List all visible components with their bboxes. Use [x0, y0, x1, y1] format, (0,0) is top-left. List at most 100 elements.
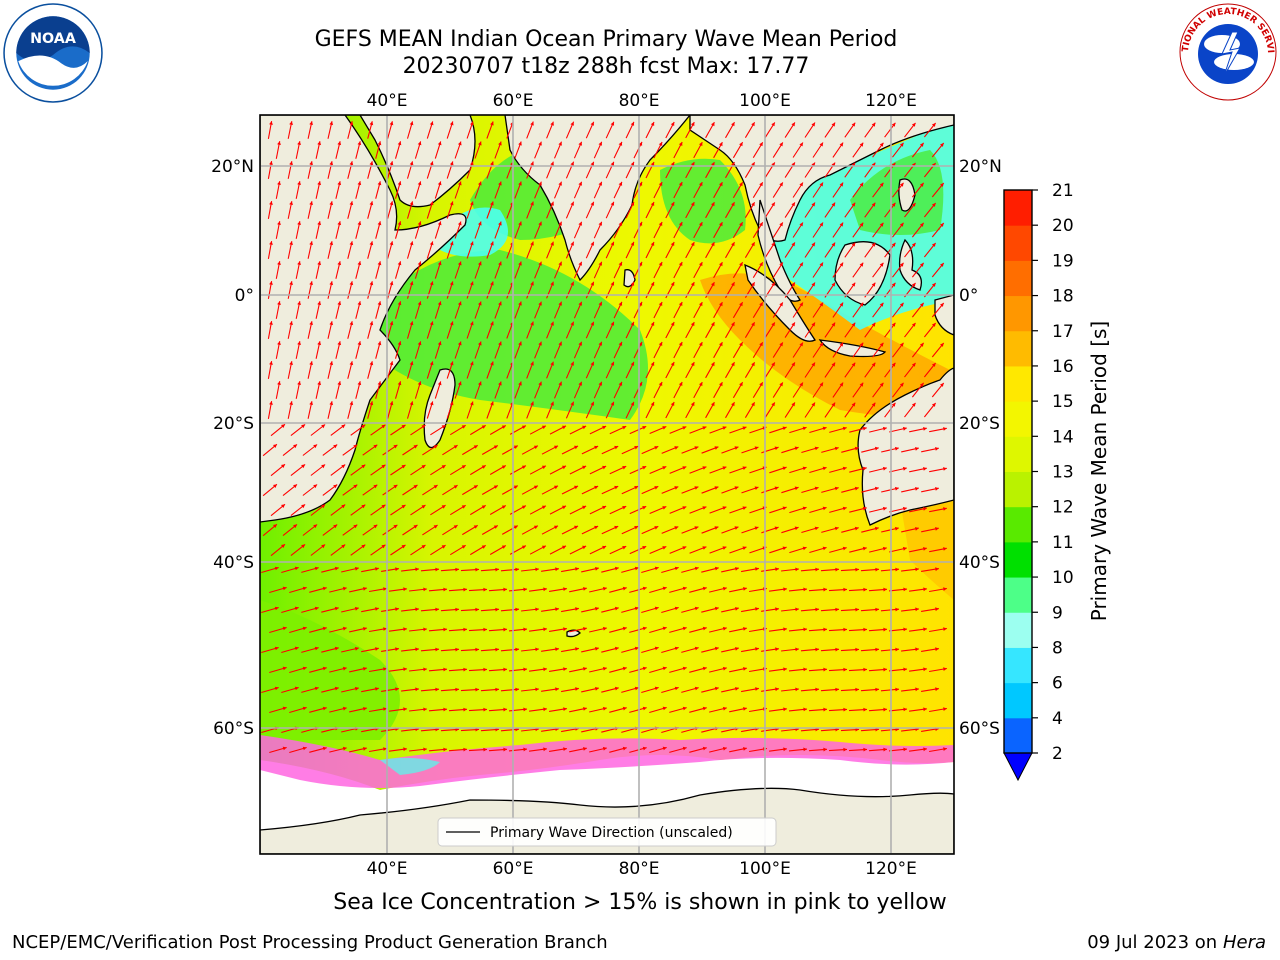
wave-arrow-head	[602, 465, 607, 470]
wave-arrow-head	[799, 262, 803, 267]
wave-arrow-head	[541, 425, 546, 430]
wave-arrow-head	[538, 261, 542, 266]
wave-arrow-head	[618, 381, 623, 386]
wave-arrow-head	[363, 587, 367, 591]
wave-arrow-head	[694, 606, 699, 611]
wave-arrow-head	[935, 687, 939, 692]
wave-arrow-head	[409, 161, 414, 166]
wave-arrow-head	[289, 361, 293, 365]
wave-arrow-head	[433, 445, 438, 449]
wave-arrow-head	[558, 261, 562, 266]
wave-arrow-head	[309, 241, 313, 245]
wave-arrow-head	[449, 161, 454, 166]
lat-label-left-40s: 40°S	[213, 553, 254, 573]
wave-arrow-head	[483, 587, 487, 592]
wave-arrow-head	[682, 666, 687, 671]
wave-arrow-head	[530, 361, 534, 366]
wave-arrow-head	[871, 322, 876, 327]
wave-arrow-head	[274, 686, 279, 691]
lon-label-top-60: 60°E	[493, 91, 534, 111]
wave-arrow-head	[911, 322, 916, 327]
wave-arrow-head	[457, 381, 462, 386]
wave-arrow-head	[349, 121, 354, 126]
wave-arrow-head	[618, 261, 623, 266]
wave-arrow-head	[891, 282, 896, 287]
wave-arrow-head	[735, 647, 739, 651]
wave-arrow-head	[373, 444, 378, 449]
wave-arrow-head	[393, 444, 398, 449]
wave-arrow-head	[274, 646, 279, 651]
wave-arrow-head	[563, 707, 567, 711]
wave-arrow-head	[859, 262, 864, 267]
wave-arrow-head	[294, 566, 299, 571]
wave-arrow-head	[674, 646, 679, 651]
wave-arrow-head	[498, 141, 502, 146]
wave-arrow-head	[614, 606, 619, 611]
wave-arrow-head	[874, 446, 879, 451]
wave-arrow-head	[919, 182, 924, 187]
wave-arrow-head	[455, 647, 459, 652]
wave-arrow-head	[903, 707, 907, 712]
wave-arrow-head	[851, 202, 856, 207]
wave-arrow-head	[819, 142, 823, 147]
wave-arrow-head	[389, 201, 394, 206]
wave-arrow-head	[550, 121, 554, 126]
wave-arrow-head	[317, 221, 322, 226]
wave-arrow-head	[678, 342, 683, 346]
wave-arrow-head	[803, 707, 807, 712]
wave-arrow-head	[622, 626, 627, 631]
wave-arrow-head	[799, 342, 803, 347]
wave-arrow-head	[495, 607, 499, 612]
wave-arrow-head	[842, 546, 847, 551]
wave-arrow-head	[349, 161, 354, 166]
wave-arrow-head	[742, 466, 747, 470]
wave-arrow-head	[490, 401, 494, 406]
wave-arrow-head	[771, 282, 775, 287]
wave-arrow-head	[831, 242, 836, 247]
wave-arrow-head	[457, 141, 462, 146]
wave-arrow-head	[903, 667, 907, 672]
colorbar-tick-label: 17	[1052, 322, 1074, 342]
wave-arrow-head	[859, 222, 864, 227]
wave-arrow-head	[739, 382, 743, 387]
wave-arrow-head	[302, 626, 307, 631]
wave-arrow-head	[851, 322, 856, 327]
wave-arrow-head	[859, 142, 864, 147]
wave-arrow-head	[879, 142, 884, 147]
wave-arrow-head	[670, 242, 675, 246]
wave-arrow-head	[421, 465, 426, 469]
wave-arrow-head	[429, 121, 434, 126]
wave-arrow-head	[650, 402, 655, 406]
wave-arrow-head	[478, 141, 482, 146]
wave-arrow-head	[437, 141, 442, 146]
wave-arrow-head	[771, 242, 775, 247]
wave-arrow-head	[443, 707, 447, 712]
wave-arrow-head	[863, 667, 867, 672]
wave-arrow-head	[293, 524, 297, 529]
wave-arrow-head	[923, 627, 927, 632]
wave-arrow-head	[449, 321, 454, 326]
wave-arrow-head	[503, 747, 507, 752]
wave-arrow-head	[779, 342, 783, 347]
wave-arrow-head	[563, 627, 567, 631]
wave-arrow-head	[899, 182, 904, 187]
wave-arrow-head	[317, 301, 322, 306]
wave-arrow-head	[575, 607, 579, 611]
wave-arrow-head	[341, 464, 346, 469]
wave-arrow-head	[678, 262, 683, 266]
wave-arrow-head	[282, 666, 287, 671]
wave-arrow-head	[395, 607, 399, 612]
wave-arrow-head	[742, 426, 747, 430]
wave-arrow-head	[940, 383, 944, 387]
wave-arrow-head	[654, 566, 659, 571]
wave-arrow-head	[819, 222, 823, 227]
wave-arrow-head	[799, 182, 803, 187]
wave-arrow-head	[375, 567, 379, 571]
wave-arrow-head	[403, 587, 407, 592]
wave-arrow-head	[269, 161, 273, 165]
wave-arrow-head	[854, 526, 859, 531]
wave-arrow-head	[771, 122, 775, 127]
wave-arrow-head	[309, 121, 313, 125]
wave-arrow-head	[835, 647, 839, 652]
wave-arrow-head	[814, 526, 819, 531]
